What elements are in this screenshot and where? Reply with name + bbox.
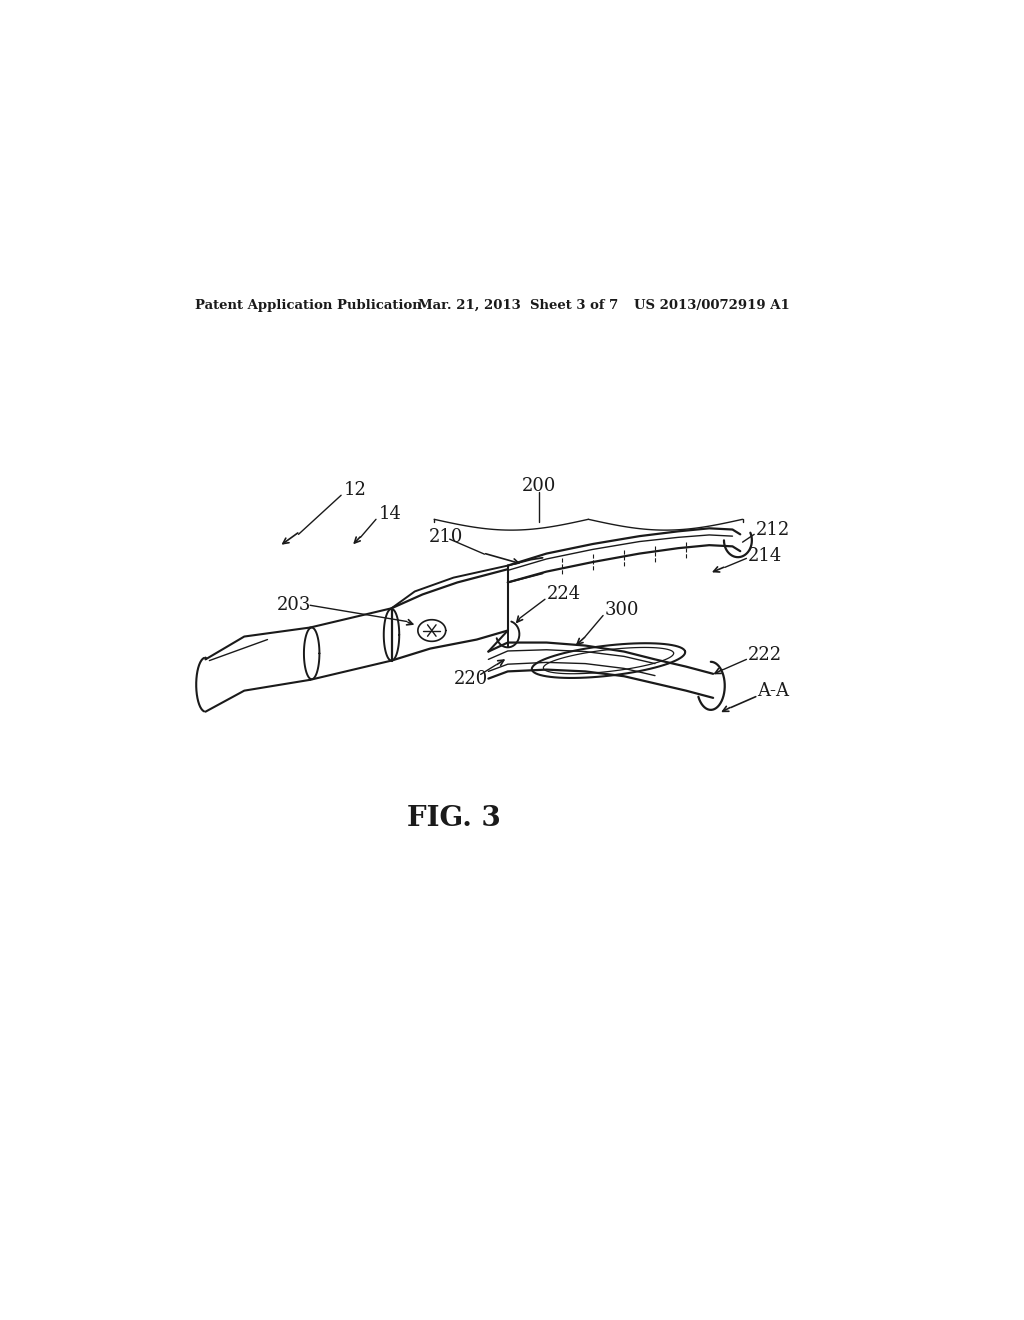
Text: 14: 14: [378, 506, 401, 524]
Text: 214: 214: [748, 546, 782, 565]
Text: 220: 220: [454, 669, 487, 688]
Text: 300: 300: [604, 601, 639, 619]
Text: FIG. 3: FIG. 3: [407, 805, 501, 833]
Text: Mar. 21, 2013  Sheet 3 of 7: Mar. 21, 2013 Sheet 3 of 7: [418, 300, 617, 312]
Text: US 2013/0072919 A1: US 2013/0072919 A1: [634, 300, 791, 312]
Text: A-A: A-A: [758, 681, 790, 700]
Text: 210: 210: [429, 528, 463, 546]
Text: 12: 12: [343, 482, 367, 499]
Text: 200: 200: [521, 478, 556, 495]
Text: 222: 222: [748, 645, 782, 664]
Text: 203: 203: [276, 597, 311, 614]
Text: 212: 212: [756, 520, 790, 539]
Text: Patent Application Publication: Patent Application Publication: [196, 300, 422, 312]
Text: 224: 224: [547, 586, 581, 603]
